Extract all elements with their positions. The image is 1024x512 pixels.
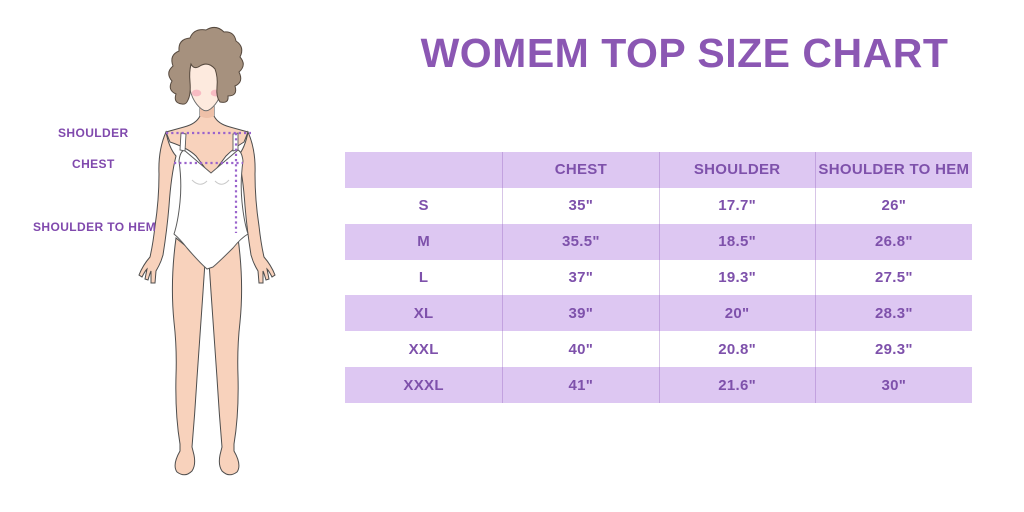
cell-size: XXXL [403, 376, 444, 394]
header-shoulder-to-hem: SHOULDER TO HEM [814, 152, 972, 188]
cell-shoulder-to-hem: 29.3" [814, 331, 972, 368]
table-row: XL 39" 20" 28.3" [345, 295, 972, 332]
table-row: S 35" 17.7" 26" [345, 187, 972, 224]
size-table: CHEST SHOULDER SHOULDER TO HEM S 35" 17.… [345, 152, 972, 404]
cell-chest: 35" [502, 187, 658, 224]
right-leg [208, 237, 243, 476]
cell-chest: 37" [502, 259, 658, 296]
shoulder-to-hem-label: SHOULDER TO HEM [33, 220, 157, 234]
cell-shoulder-to-hem: 26" [814, 187, 972, 224]
cell-chest: 35.5" [502, 223, 658, 260]
table-row: M 35.5" 18.5" 26.8" [345, 223, 972, 260]
left-leg [171, 237, 206, 476]
cell-shoulder: 17.7" [658, 187, 815, 224]
cell-size: L [418, 269, 429, 286]
bodysuit [173, 149, 249, 270]
header-shoulder: SHOULDER [658, 152, 815, 188]
table-row: XXL 40" 20.8" 29.3" [345, 331, 972, 368]
cell-size: M [417, 233, 431, 251]
cell-size: XXL [408, 340, 439, 358]
shoulder-label: SHOULDER [58, 126, 129, 140]
right-strap [232, 132, 239, 152]
header-empty-cell [345, 152, 502, 188]
hair [168, 26, 244, 105]
cell-shoulder-to-hem: 28.3" [814, 295, 972, 332]
left-blush [191, 89, 202, 97]
table-row: L 37" 19.3" 27.5" [345, 259, 972, 296]
page-title: WOMEM TOP SIZE CHART [420, 30, 949, 76]
cell-chest: 39" [502, 295, 658, 332]
cell-shoulder: 18.5" [658, 223, 815, 260]
cell-shoulder: 20" [658, 295, 815, 332]
bust-lines [191, 179, 230, 185]
cell-size: XL [413, 304, 434, 322]
cell-shoulder: 19.3" [658, 259, 815, 296]
header-chest: CHEST [502, 152, 658, 188]
left-arm [138, 130, 177, 284]
cell-shoulder-to-hem: 27.5" [814, 259, 972, 296]
cell-shoulder-to-hem: 26.8" [814, 223, 972, 260]
woman-figure-illustration [138, 26, 276, 476]
cell-shoulder-to-hem: 30" [814, 367, 972, 404]
cell-shoulder: 20.8" [658, 331, 815, 368]
chest-label: CHEST [72, 157, 115, 171]
cell-size: S [418, 197, 429, 215]
cell-chest: 40" [502, 331, 658, 368]
right-arm [237, 130, 276, 284]
cell-shoulder: 21.6" [658, 367, 815, 404]
left-strap [179, 132, 187, 152]
table-header-row: CHEST SHOULDER SHOULDER TO HEM [345, 152, 972, 188]
table-row: XXXL 41" 21.6" 30" [345, 367, 972, 404]
cell-chest: 41" [502, 367, 658, 404]
